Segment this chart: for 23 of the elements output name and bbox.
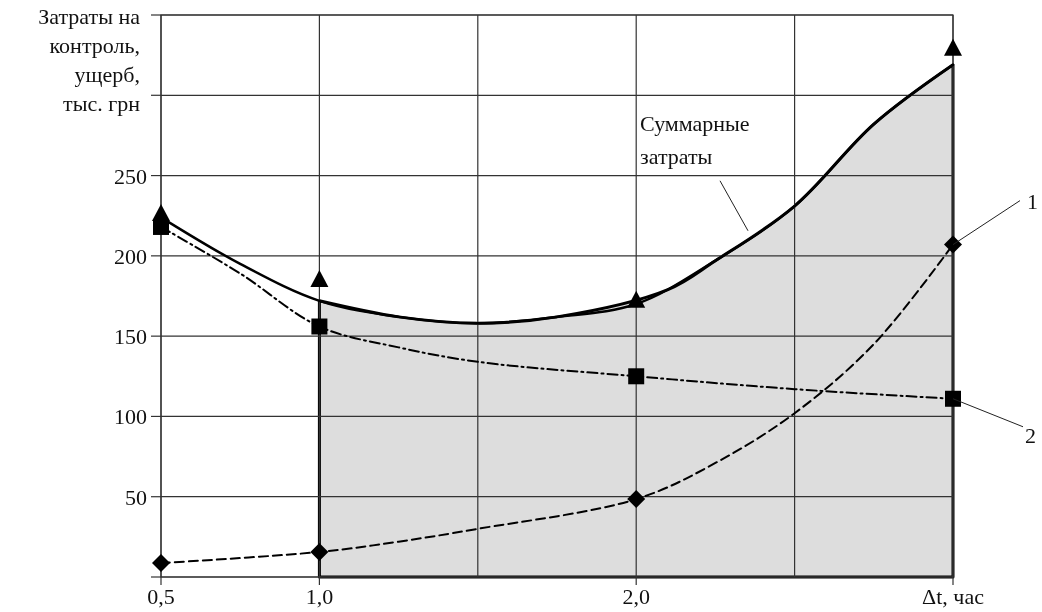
y-tick-label: 200	[114, 243, 147, 269]
point	[311, 318, 328, 335]
x-tick-label: 0,5	[147, 584, 175, 609]
x-tick-label: 1,0	[305, 584, 334, 609]
point	[945, 390, 961, 407]
y-tick-label: 50	[125, 484, 147, 510]
text: 2	[1025, 422, 1036, 448]
x-tick-label: 2,0	[622, 584, 650, 609]
y-tick-label: 150	[114, 324, 147, 350]
point	[628, 368, 645, 385]
y-axis-title: Затраты на контроль, ущерб, тыс. грн	[38, 4, 141, 116]
text: Суммарные затраты	[640, 110, 750, 169]
point	[944, 38, 962, 56]
point	[944, 235, 962, 254]
point	[310, 542, 329, 561]
point	[152, 554, 170, 573]
point	[627, 290, 646, 308]
y-tick-label: 250	[114, 163, 147, 189]
x-axis-title: Δt, час	[922, 584, 985, 609]
y-tick-label: 100	[114, 404, 147, 430]
text: 1	[1027, 188, 1038, 214]
point	[310, 269, 329, 287]
point	[627, 490, 646, 509]
